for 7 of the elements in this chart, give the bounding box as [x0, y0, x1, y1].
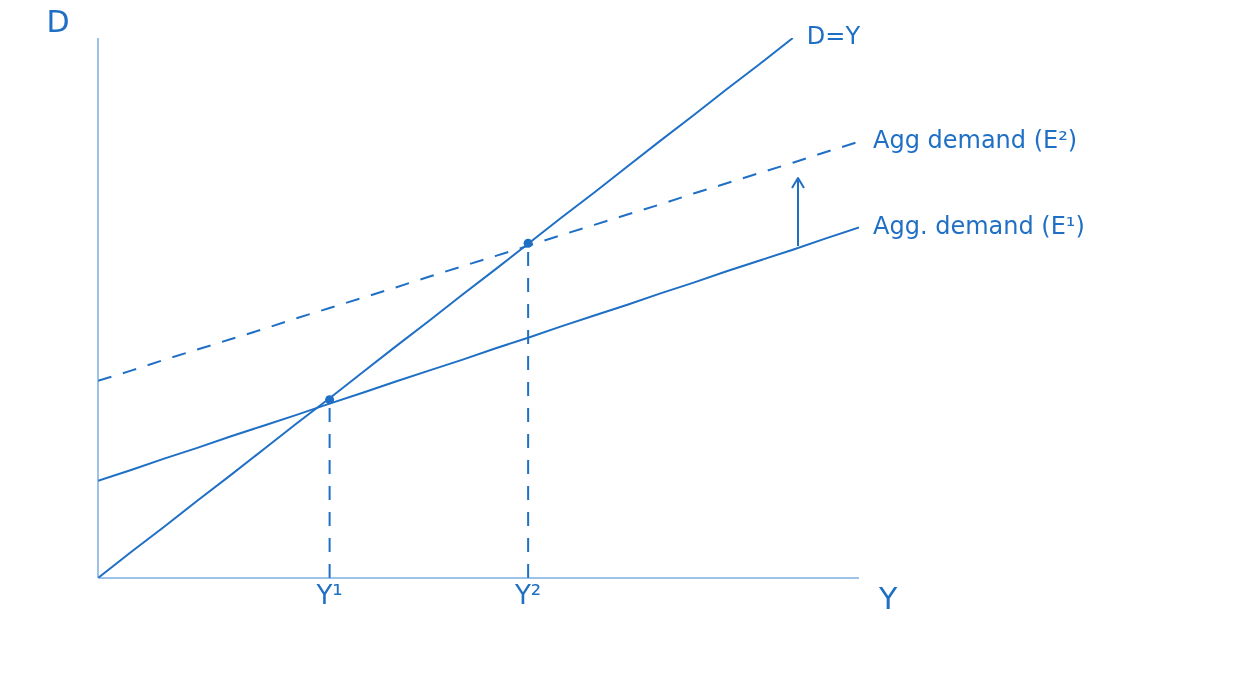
series-label: D=Y [806, 22, 861, 50]
x-tick-label: Y² [513, 580, 542, 611]
x-tick-label: Y¹ [315, 580, 343, 611]
y-axis-title: D [46, 4, 70, 39]
x-axis-title: Y [878, 580, 898, 616]
series-label: Agg. demand (E¹) [873, 211, 1085, 240]
series-label: Agg demand (E²) [873, 125, 1078, 154]
